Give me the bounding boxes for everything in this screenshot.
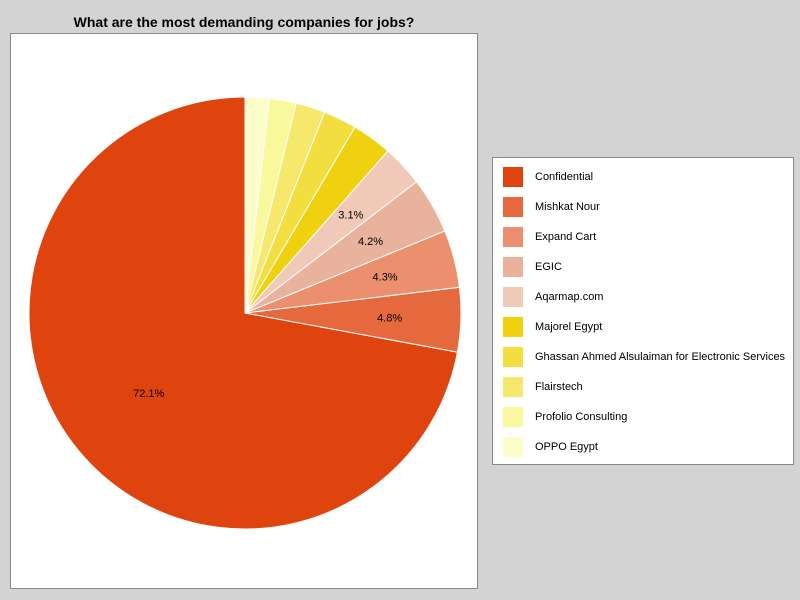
chart-title: What are the most demanding companies fo… (73, 14, 415, 30)
slice-value-label: 3.1% (338, 209, 363, 221)
pie-chart: 72.1% 4.8% 4.3% 4.2% 3.1% (28, 96, 462, 530)
legend-item: Ghassan Ahmed Alsulaiman for Electronic … (503, 347, 785, 367)
legend-swatch (503, 347, 523, 367)
legend-item: Mishkat Nour (503, 197, 600, 217)
legend-swatch (503, 287, 523, 307)
legend-swatch (503, 317, 523, 337)
legend-label: Aqarmap.com (535, 291, 604, 303)
legend-swatch (503, 197, 523, 217)
legend-swatch (503, 407, 523, 427)
legend-label: Flairstech (535, 381, 583, 393)
legend-item: Flairstech (503, 377, 583, 397)
legend-label: EGIC (535, 261, 562, 273)
legend-item: Confidential (503, 167, 593, 187)
slice-value-label: 4.3% (373, 272, 398, 284)
legend-label: Majorel Egypt (535, 321, 603, 333)
legend-item: Aqarmap.com (503, 287, 603, 307)
legend-item: Profolio Consulting (503, 407, 627, 427)
legend-swatch (503, 257, 523, 277)
plot-area: 72.1% 4.8% 4.3% 4.2% 3.1% (10, 33, 478, 589)
legend-swatch (503, 437, 523, 457)
legend-label: Confidential (535, 171, 594, 183)
legend: Confidential Mishkat Nour Expand Cart EGIC A… (492, 157, 794, 465)
legend-label: Expand Cart (535, 231, 597, 243)
legend-item: Expand Cart (503, 227, 596, 247)
legend-swatch (503, 377, 523, 397)
pie-slice-oppo-egypt (244, 96, 270, 314)
slice-value-label: 4.8% (377, 313, 402, 325)
legend-item: Majorel Egypt (503, 317, 602, 337)
slice-value-label: 4.2% (358, 236, 383, 248)
legend-item: EGIC (503, 257, 562, 277)
legend-label: Profolio Consulting (535, 411, 628, 423)
legend-swatch (503, 167, 523, 187)
legend-label: Mishkat Nour (535, 201, 600, 213)
legend-item: OPPO Egypt (503, 437, 598, 457)
legend-label: Ghassan Ahmed Alsulaiman for Electronic … (535, 351, 786, 363)
legend-swatch (503, 227, 523, 247)
pie-slice-confidential (28, 96, 459, 530)
legend-label: OPPO Egypt (535, 441, 598, 453)
slice-value-label: 72.1% (133, 388, 164, 400)
